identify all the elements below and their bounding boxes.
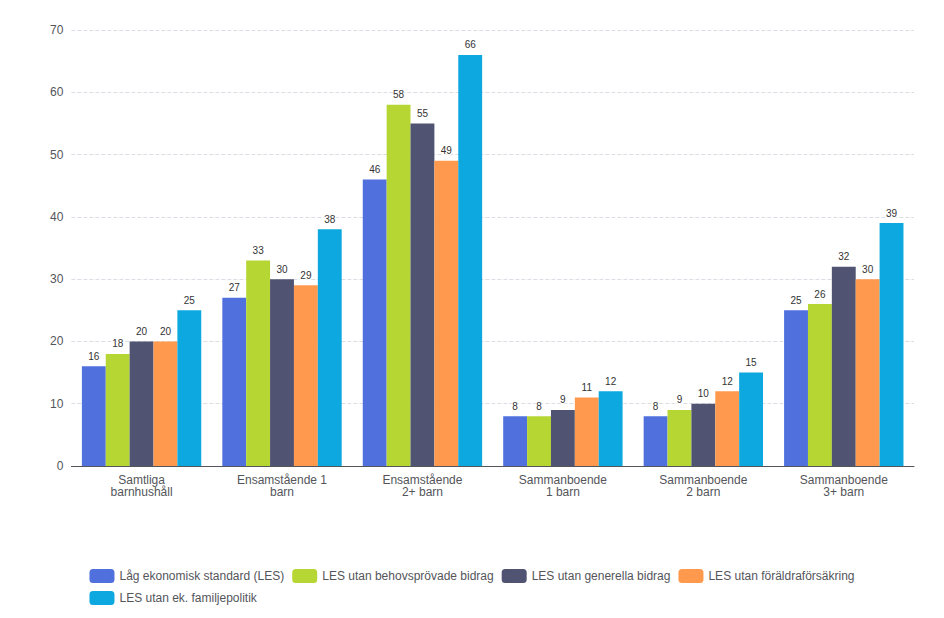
svg-text:8: 8 — [536, 401, 542, 412]
svg-text:11: 11 — [582, 382, 593, 393]
svg-text:LES utan behovsprövade bidrag: LES utan behovsprövade bidrag — [322, 569, 493, 583]
svg-text:Sammanboende: Sammanboende — [518, 473, 607, 487]
svg-text:60: 60 — [50, 85, 64, 99]
svg-text:18: 18 — [112, 338, 124, 349]
svg-text:38: 38 — [324, 214, 336, 225]
svg-text:25: 25 — [184, 295, 196, 306]
svg-text:10: 10 — [50, 397, 64, 411]
svg-text:8: 8 — [653, 401, 659, 412]
svg-text:3+ barn: 3+ barn — [823, 485, 864, 499]
svg-text:30: 30 — [50, 272, 64, 286]
svg-text:Samtliga: Samtliga — [118, 473, 165, 487]
svg-text:27: 27 — [229, 282, 241, 293]
svg-text:46: 46 — [369, 164, 381, 175]
svg-text:25: 25 — [790, 295, 802, 306]
svg-text:Låg ekonomisk standard (LES): Låg ekonomisk standard (LES) — [119, 569, 284, 583]
svg-text:12: 12 — [722, 376, 734, 387]
svg-text:0: 0 — [57, 459, 64, 473]
svg-text:barn: barn — [270, 485, 294, 499]
svg-text:9: 9 — [560, 394, 566, 405]
svg-text:LES utan ek. familjepolitik: LES utan ek. familjepolitik — [119, 591, 257, 605]
svg-text:26: 26 — [814, 289, 826, 300]
svg-text:20: 20 — [160, 326, 172, 337]
svg-text:2+ barn: 2+ barn — [402, 485, 443, 499]
svg-text:30: 30 — [276, 264, 288, 275]
svg-text:20: 20 — [136, 326, 148, 337]
svg-text:1 barn: 1 barn — [546, 485, 580, 499]
svg-text:55: 55 — [417, 108, 429, 119]
svg-text:30: 30 — [862, 264, 874, 275]
svg-text:16: 16 — [88, 351, 100, 362]
svg-text:9: 9 — [677, 394, 683, 405]
svg-text:Sammanboende: Sammanboende — [659, 473, 748, 487]
svg-text:32: 32 — [838, 251, 850, 262]
svg-text:2 barn: 2 barn — [686, 485, 720, 499]
svg-text:barnhushåll: barnhushåll — [111, 485, 173, 499]
svg-text:Ensamstående 1: Ensamstående 1 — [237, 473, 327, 487]
svg-text:39: 39 — [886, 208, 898, 219]
svg-text:29: 29 — [300, 270, 312, 281]
svg-text:49: 49 — [441, 145, 453, 156]
svg-text:66: 66 — [465, 39, 477, 50]
svg-text:33: 33 — [253, 245, 265, 256]
svg-text:20: 20 — [50, 334, 64, 348]
svg-text:10: 10 — [698, 388, 710, 399]
svg-text:8: 8 — [512, 401, 518, 412]
svg-text:12: 12 — [605, 376, 617, 387]
svg-text:LES utan föräldraförsäkring: LES utan föräldraförsäkring — [708, 569, 854, 583]
svg-text:Sammanboende: Sammanboende — [799, 473, 888, 487]
svg-text:15: 15 — [746, 357, 758, 368]
svg-text:40: 40 — [50, 210, 64, 224]
svg-text:70: 70 — [50, 23, 64, 37]
svg-text:50: 50 — [50, 148, 64, 162]
svg-text:Ensamstående: Ensamstående — [382, 473, 463, 487]
svg-text:58: 58 — [393, 89, 405, 100]
svg-text:LES utan generella bidrag: LES utan generella bidrag — [532, 569, 671, 583]
